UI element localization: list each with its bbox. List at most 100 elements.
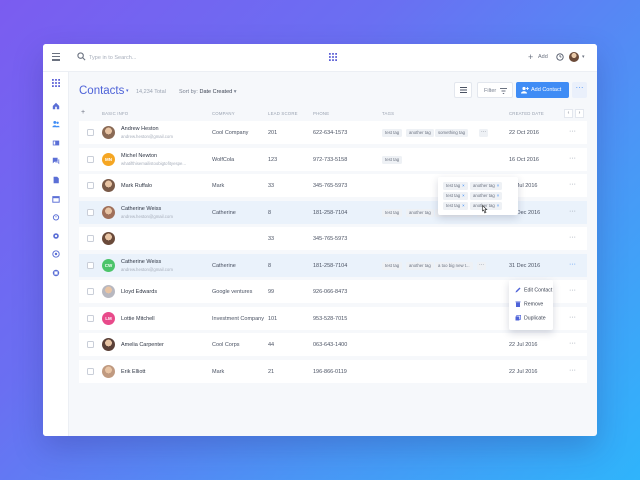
row-checkbox[interactable]: [87, 288, 94, 295]
table-row[interactable]: Erik Elliott Mark 21 196-866-0119 22 Jul 201…: [79, 359, 587, 383]
popup-tag[interactable]: another tag ×: [470, 202, 503, 210]
popup-tag[interactable]: test tag ×: [443, 182, 468, 190]
remove-tag-icon[interactable]: ×: [496, 193, 500, 198]
search-input[interactable]: [89, 51, 249, 64]
row-more-button[interactable]: ···: [569, 313, 576, 321]
column-phone[interactable]: PHONE: [313, 111, 330, 116]
contact-phone: 972-733-5158: [313, 156, 348, 163]
sidebar-documents-icon[interactable]: [51, 175, 61, 185]
remove-tag-icon[interactable]: ×: [462, 193, 465, 198]
contact-name[interactable]: Andrew Heston: [121, 126, 159, 132]
add-contact-button[interactable]: Add Contact: [516, 82, 569, 98]
duplicate-menu-item[interactable]: Duplicate: [515, 315, 546, 321]
scroll-right-button[interactable]: ›: [575, 109, 584, 118]
table-row[interactable]: LM Lottie Mitchell Investment Company 101 95…: [79, 306, 587, 330]
contact-name[interactable]: Catherine Weiss: [121, 205, 162, 212]
remove-menu-item[interactable]: Remove: [515, 301, 543, 307]
column-lead-score[interactable]: LEAD SCORE: [268, 111, 298, 116]
row-checkbox[interactable]: [87, 129, 94, 136]
row-more-button[interactable]: ···: [569, 287, 576, 294]
contact-tag[interactable]: test tag: [382, 155, 403, 164]
row-checkbox[interactable]: [87, 314, 94, 322]
contact-name[interactable]: Erik Elliott: [121, 368, 146, 375]
filter-button[interactable]: Filter: [477, 82, 513, 98]
contact-name[interactable]: Lloyd Edwards: [121, 289, 158, 295]
popup-tag[interactable]: another tag ×: [470, 182, 503, 190]
contact-tag[interactable]: test tag: [382, 129, 403, 137]
sidebar-calendar-icon[interactable]: [51, 194, 61, 204]
chevron-down-icon[interactable]: ▾: [582, 54, 585, 60]
apps-grid-icon[interactable]: [329, 53, 337, 61]
more-tags-button[interactable]: ···: [479, 129, 488, 137]
row-more-button[interactable]: ···: [569, 340, 576, 347]
table-row[interactable]: 33 345-765-5973 ···: [79, 227, 587, 250]
column-company[interactable]: COMPANY: [212, 111, 235, 116]
remove-tag-icon[interactable]: ×: [496, 183, 500, 188]
row-checkbox[interactable]: [87, 367, 94, 375]
row-more-button[interactable]: ···: [569, 128, 576, 135]
contact-tag[interactable]: another tag: [406, 208, 434, 217]
table-row[interactable]: MN Michel Newton whatifthisemailistoobigto…: [79, 147, 587, 171]
popup-tag[interactable]: test tag ×: [443, 192, 468, 200]
row-more-button[interactable]: ···: [569, 181, 576, 188]
row-checkbox[interactable]: [87, 341, 94, 348]
contact-name[interactable]: Amelia Carpenter: [121, 342, 164, 348]
edit-contact-menu-item[interactable]: Edit Contact: [515, 287, 552, 293]
sidebar-alarm-icon[interactable]: [51, 212, 61, 222]
table-row[interactable]: CW Catherine Weiss andrew.heston@gmail.com…: [79, 253, 587, 277]
sidebar-chat-icon[interactable]: [51, 156, 61, 166]
row-more-button[interactable]: ···: [569, 154, 576, 162]
add-plus-icon[interactable]: +: [528, 52, 534, 62]
menu-icon[interactable]: [52, 53, 60, 61]
more-tags-button[interactable]: ···: [477, 261, 486, 270]
sidebar-apps-icon[interactable]: [51, 78, 61, 88]
contact-name[interactable]: Mark Ruffalo: [121, 183, 153, 189]
remove-tag-icon[interactable]: ×: [462, 183, 465, 188]
row-more-button[interactable]: ···: [569, 234, 576, 241]
contact-name[interactable]: Catherine Weiss: [121, 258, 162, 265]
row-checkbox[interactable]: [87, 155, 94, 163]
add-column-button[interactable]: +: [81, 109, 86, 116]
sidebar-help-icon[interactable]: [51, 249, 61, 259]
contact-avatar: [102, 126, 115, 139]
popup-tag[interactable]: another tag ×: [470, 192, 503, 200]
row-checkbox[interactable]: [87, 235, 94, 242]
add-button[interactable]: Add: [538, 54, 548, 60]
sidebar-deals-icon[interactable]: [51, 138, 61, 148]
contact-tag[interactable]: test tag: [382, 208, 403, 217]
user-avatar[interactable]: [569, 52, 579, 62]
row-more-button[interactable]: ···: [569, 260, 576, 268]
contact-tag[interactable]: another tag: [406, 261, 434, 270]
column-tags[interactable]: TAGS: [382, 111, 395, 116]
row-checkbox[interactable]: [87, 208, 94, 216]
sidebar-reports-icon[interactable]: [51, 268, 61, 278]
more-options-button[interactable]: ···: [572, 82, 587, 98]
row-checkbox[interactable]: [87, 182, 94, 189]
lead-score: 99: [268, 289, 275, 295]
contact-tag[interactable]: test tag: [382, 261, 403, 270]
table-row[interactable]: Andrew Heston andrew.heston@gmail.com Cool…: [79, 121, 587, 144]
popup-tag[interactable]: test tag ×: [443, 202, 468, 210]
table-row[interactable]: Amelia Carpenter Cool Corps 44 063-643-1400…: [79, 333, 587, 356]
list-view-button[interactable]: [454, 82, 472, 98]
table-row[interactable]: Lloyd Edwards Google ventures 99 926-066-84…: [79, 280, 587, 303]
timer-icon[interactable]: [556, 53, 564, 61]
sidebar-home-icon[interactable]: [51, 101, 61, 111]
remove-tag-icon[interactable]: ×: [462, 203, 465, 208]
contact-tag[interactable]: a too big new t...: [435, 261, 473, 270]
column-created-date[interactable]: CREATED DATE: [509, 111, 544, 116]
scroll-left-button[interactable]: ‹: [564, 109, 573, 118]
sidebar-contacts-icon[interactable]: [51, 119, 61, 129]
contact-name[interactable]: Lottie Mitchell: [121, 315, 155, 322]
row-more-button[interactable]: ···: [569, 366, 576, 374]
row-more-button[interactable]: ···: [569, 207, 576, 215]
contact-tag[interactable]: something tag: [435, 129, 468, 137]
sort-dropdown[interactable]: Sort by: Date Created ▾: [179, 89, 237, 95]
row-checkbox[interactable]: [87, 261, 94, 269]
contact-tag[interactable]: another tag: [406, 129, 434, 137]
title-chevron-down-icon[interactable]: ▾: [126, 88, 129, 94]
remove-tag-icon[interactable]: ×: [496, 203, 500, 208]
contact-name[interactable]: Michel Newton: [121, 152, 158, 159]
column-basic-info[interactable]: BASIC INFO: [102, 111, 129, 116]
sidebar-settings-icon[interactable]: [51, 231, 61, 241]
